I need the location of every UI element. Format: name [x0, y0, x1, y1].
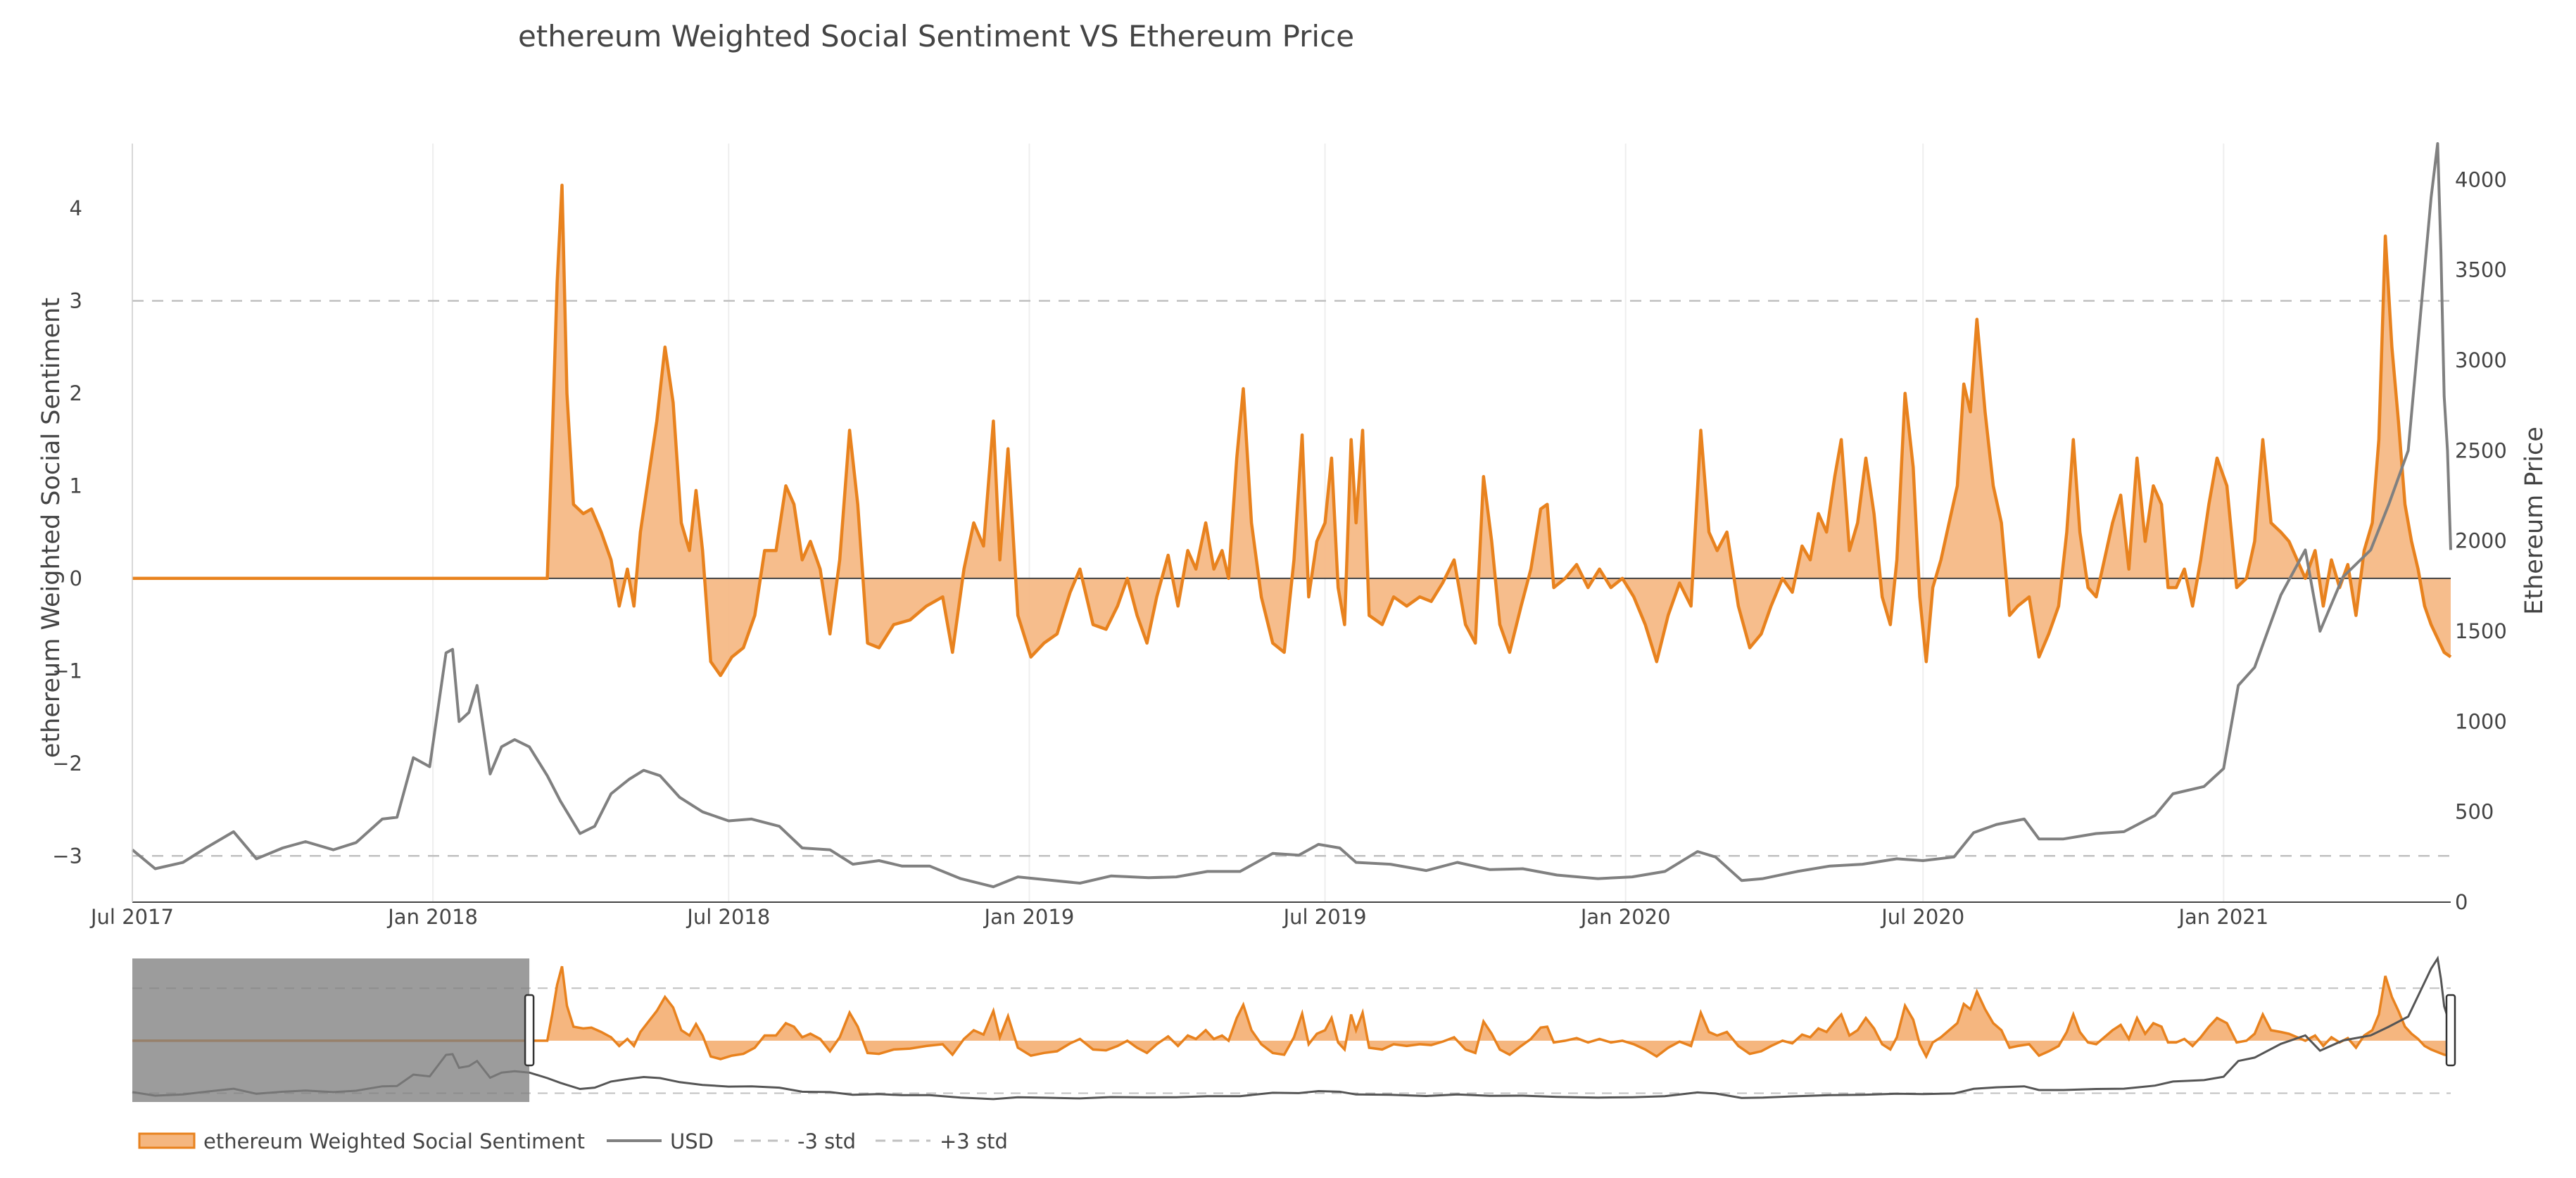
x-tick-label: Jan 2018: [386, 905, 478, 929]
y-right-tick-label: 2000: [2455, 529, 2507, 553]
x-tick-label: Jan 2019: [983, 905, 1075, 929]
y-left-tick-label: −3: [52, 844, 82, 868]
legend-label-minus3std: -3 std: [797, 1129, 856, 1153]
x-gridlines: [432, 144, 2225, 902]
legend-label-usd: USD: [670, 1129, 714, 1153]
x-tick-label: Jan 2021: [2177, 905, 2268, 929]
y-axis-left-title: ethereum Weighted Social Sentiment: [37, 298, 65, 758]
y-axis-left-ticks: 4 3 2 1 0 −1 −2 −3: [52, 196, 82, 868]
legend-item-sentiment[interactable]: ethereum Weighted Social Sentiment: [138, 1129, 585, 1153]
y-right-tick-label: 2500: [2455, 438, 2507, 462]
legend-item-minus3std[interactable]: -3 std: [734, 1129, 856, 1153]
x-axis-ticks: Jul 2017 Jan 2018 Jul 2018 Jan 2019 Jul 2019…: [89, 905, 2268, 929]
y-right-tick-label: 0: [2455, 890, 2468, 914]
y-left-tick-label: 2: [70, 381, 82, 405]
x-tick-label: Jul 2017: [89, 905, 174, 929]
y-left-tick-label: 4: [70, 196, 82, 220]
y-left-tick-label: −2: [52, 752, 82, 775]
x-tick-label: Jan 2020: [1579, 905, 1671, 929]
range-slider-sentiment-fill: [132, 966, 2451, 1059]
y-right-tick-label: 1500: [2455, 619, 2507, 643]
legend-label-sentiment: ethereum Weighted Social Sentiment: [203, 1129, 585, 1153]
range-slider[interactable]: [132, 955, 2456, 1102]
y-right-tick-label: 4000: [2455, 167, 2507, 191]
range-slider-left-handle[interactable]: [524, 994, 535, 1067]
y-axis-right-title: Ethereum Price: [2520, 426, 2549, 615]
range-slider-sentiment-line: [132, 965, 2451, 1060]
legend-item-usd[interactable]: USD: [607, 1129, 714, 1153]
legend-swatch-sentiment: [138, 1132, 196, 1149]
chart-title: ethereum Weighted Social Sentiment VS Et…: [518, 19, 1354, 53]
legend-item-plus3std[interactable]: +3 std: [876, 1129, 1008, 1153]
legend: ethereum Weighted Social Sentiment USD -…: [138, 1129, 1008, 1153]
price-line: [131, 142, 2452, 889]
range-slider-std-lines: [132, 987, 2451, 1094]
x-tick-label: Jul 2019: [1282, 905, 1367, 929]
y-right-tick-label: 1000: [2455, 709, 2507, 733]
sentiment-line: [132, 183, 2452, 678]
range-slider-unselected-mask[interactable]: [132, 958, 530, 1102]
main-plot-area: [131, 142, 2452, 903]
legend-label-plus3std: +3 std: [940, 1129, 1008, 1153]
y-right-tick-label: 3500: [2455, 258, 2507, 282]
std-lines: [132, 300, 2451, 857]
sentiment-area-fill: [132, 185, 2451, 676]
range-slider-right-handle[interactable]: [2445, 994, 2456, 1067]
y-left-tick-label: 1: [70, 474, 82, 498]
x-tick-label: Jul 2020: [1880, 905, 1964, 929]
y-right-tick-label: 3000: [2455, 348, 2507, 372]
y-left-tick-label: 0: [70, 566, 82, 590]
x-tick-label: Jul 2018: [686, 905, 770, 929]
y-left-tick-label: 3: [70, 289, 82, 312]
y-left-tick-label: −1: [52, 659, 82, 683]
y-axis-right-ticks: 4000 3500 3000 2500 2000 1500 1000 500 0: [2455, 167, 2507, 914]
y-right-tick-label: 500: [2455, 800, 2494, 824]
